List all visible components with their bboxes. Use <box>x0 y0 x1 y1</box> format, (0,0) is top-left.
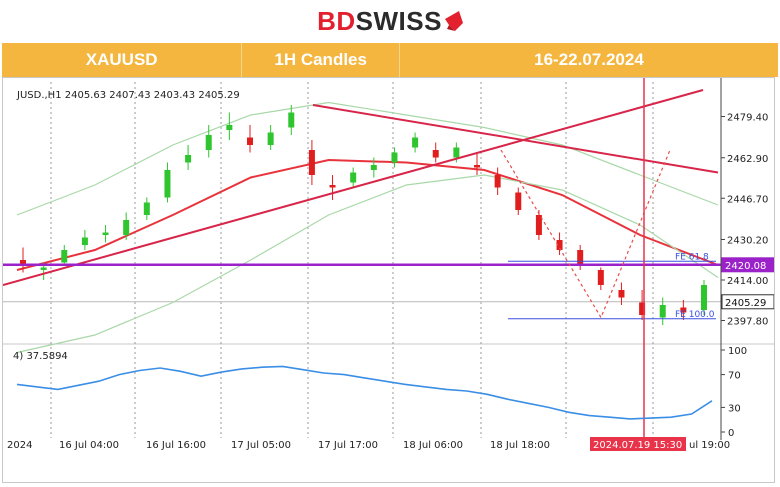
candle-body <box>432 150 439 158</box>
chart-frame: FE 61.8 FE 100.0 2479.40 2462.90 2446.70 243… <box>2 77 775 483</box>
candle-body <box>453 147 460 158</box>
y-tick-label: 2397.80 <box>727 317 768 328</box>
x-tick-label: 2024 <box>7 440 32 451</box>
candle-body <box>247 137 253 145</box>
candle-body <box>391 152 398 163</box>
brand-arrow-icon <box>444 11 463 31</box>
indicator-line <box>16 365 713 420</box>
candle-body <box>61 250 68 263</box>
candle-body <box>143 202 150 215</box>
resistance-trendline <box>312 104 719 174</box>
band-line <box>16 174 719 354</box>
brand-logo: BD SWISS <box>317 6 463 37</box>
y-tick-label: 2414.00 <box>727 276 768 287</box>
price-chart: FE 61.8 FE 100.0 2479.40 2462.90 2446.70 243… <box>2 78 775 451</box>
candle-body <box>40 267 47 270</box>
candle-body <box>123 220 130 235</box>
candle-body <box>680 307 687 313</box>
candle-body <box>597 270 604 285</box>
candle-body <box>412 137 419 148</box>
logo-area: BD SWISS <box>0 0 780 42</box>
x-tick-label: 18 Jul 18:00 <box>490 440 550 451</box>
candle-body <box>556 240 563 250</box>
candle-body <box>81 237 88 245</box>
price-tag-label: 2405.29 <box>725 298 766 309</box>
y-tick-label: 2462.90 <box>727 154 768 165</box>
candle-body <box>226 125 233 130</box>
candle-body <box>701 285 707 310</box>
candle-body <box>308 150 315 175</box>
y-tick-label: 2446.70 <box>727 194 768 205</box>
moving-average-line <box>16 158 719 271</box>
candle-body <box>205 135 212 150</box>
time-tag-label: 2024.07.19 15:30 <box>593 440 682 451</box>
indicator-tick-label: 100 <box>728 346 747 357</box>
band-line <box>16 101 719 216</box>
candle-body <box>350 172 357 183</box>
x-tick-label: 17 Jul 05:00 <box>231 440 291 451</box>
candle-body <box>102 232 109 235</box>
x-tick-label: 16 Jul 04:00 <box>59 440 119 451</box>
candle-body <box>577 250 584 265</box>
candle-body <box>185 155 192 163</box>
time-tag-box <box>590 437 686 451</box>
brand-swiss: SWISS <box>355 5 442 36</box>
indicator-tick-label: 70 <box>728 371 741 382</box>
candle-body <box>20 260 26 265</box>
price-tag-label: 2420.08 <box>725 261 766 272</box>
candle-body <box>618 290 625 298</box>
x-tick-label: 17 Jul 17:00 <box>318 440 378 451</box>
fibonacci-label: FE 100.0 <box>675 310 715 320</box>
candle-body <box>164 170 171 198</box>
candle-body <box>329 185 336 188</box>
candle-body <box>639 302 646 315</box>
support-trendline <box>2 89 704 286</box>
header-timeframe: 1H Candles <box>242 43 400 77</box>
x-tick-label: ul 19:00 <box>689 440 730 451</box>
candle-body <box>515 192 522 210</box>
x-tick-label: 18 Jul 06:00 <box>403 440 463 451</box>
header-symbol: XAUUSD <box>2 43 243 77</box>
candle-body <box>494 175 501 188</box>
header-period: 16-22.07.2024 <box>534 50 644 69</box>
candle-body <box>474 165 480 168</box>
indicator-tick-label: 0 <box>728 428 734 439</box>
brand-bd: BD <box>317 5 356 36</box>
candle-body <box>288 112 295 128</box>
chart-info-line: JUSD.,H1 2405.63 2407.43 2403.43 2405.29 <box>16 90 240 101</box>
fibonacci-label: FE 61.8 <box>675 252 709 262</box>
candle-body <box>535 215 542 235</box>
indicator-label: 4) 37.5894 <box>13 351 68 362</box>
y-tick-label: 2479.40 <box>727 113 768 124</box>
candle-body <box>267 132 274 145</box>
y-tick-label: 2430.20 <box>727 236 768 247</box>
indicator-tick-label: 30 <box>728 403 741 414</box>
candle-body <box>370 165 377 170</box>
chart-header-bar: XAUUSD 1H Candles 16-22.07.2024 <box>2 43 778 77</box>
candle-body <box>659 305 666 318</box>
x-tick-label: 16 Jul 16:00 <box>146 440 206 451</box>
